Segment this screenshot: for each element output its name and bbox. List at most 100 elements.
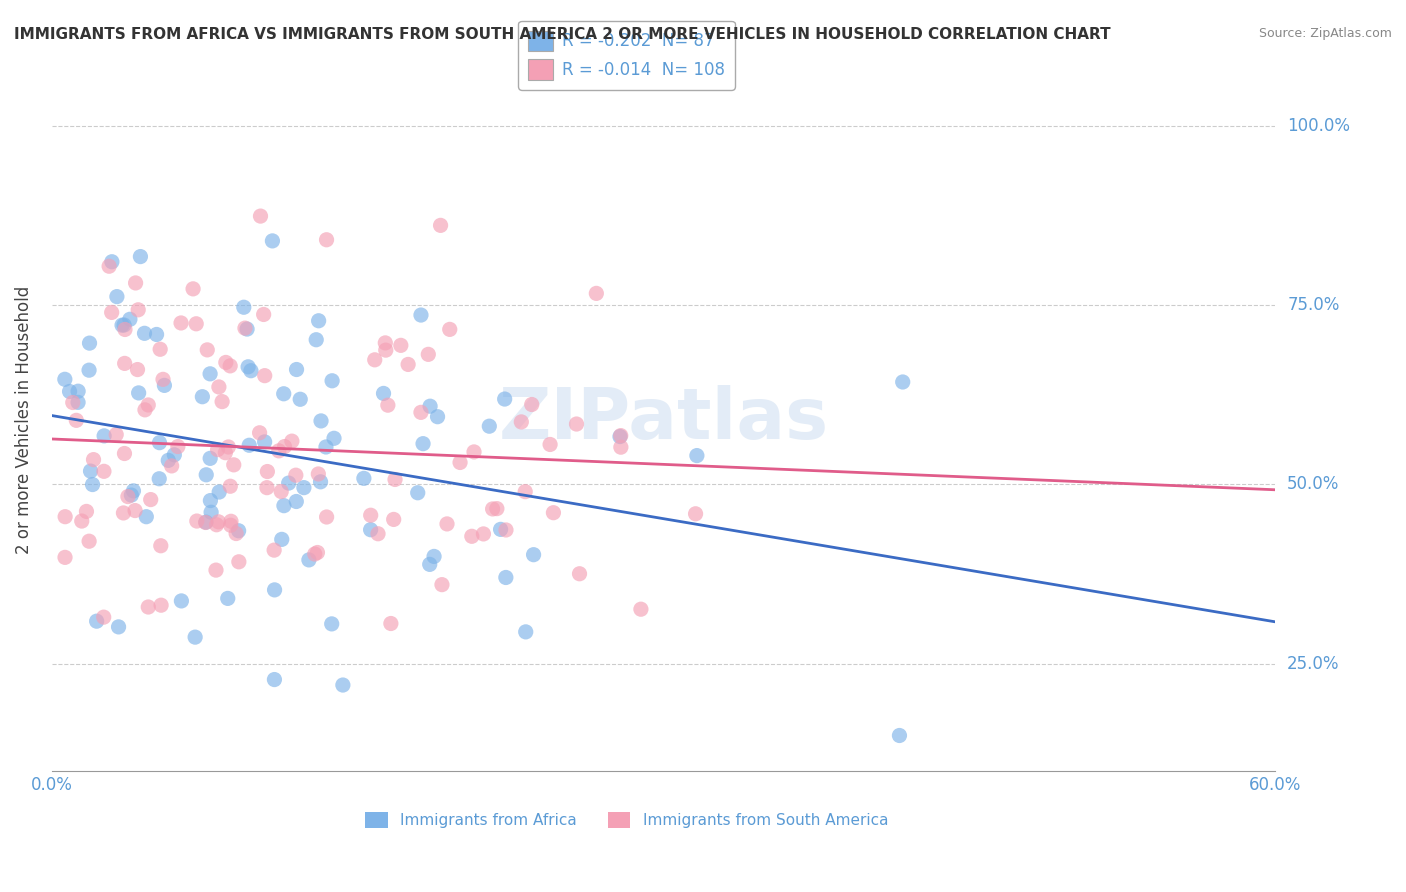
Point	[686, 449, 709, 463]
Point	[198, 367, 221, 381]
Point	[114, 356, 136, 370]
Point	[332, 678, 354, 692]
Point	[86, 614, 108, 628]
Point	[249, 209, 271, 223]
Point	[124, 276, 146, 290]
Point	[114, 446, 136, 460]
Point	[217, 440, 239, 454]
Point	[150, 598, 173, 612]
Point	[228, 555, 250, 569]
Point	[208, 485, 231, 500]
Point	[228, 524, 250, 538]
Point	[232, 300, 254, 314]
Point	[495, 523, 517, 537]
Point	[194, 516, 217, 530]
Point	[510, 415, 533, 429]
Point	[292, 481, 315, 495]
Point	[406, 485, 429, 500]
Point	[309, 414, 332, 428]
Point	[135, 509, 157, 524]
Point	[75, 504, 97, 518]
Point	[145, 327, 167, 342]
Point	[58, 384, 80, 399]
Point	[82, 477, 104, 491]
Point	[181, 282, 204, 296]
Point	[472, 527, 495, 541]
Point	[200, 493, 222, 508]
Point	[290, 392, 312, 407]
Point	[495, 570, 517, 584]
Point	[374, 343, 396, 358]
Point	[122, 483, 145, 498]
Point	[309, 475, 332, 489]
Point	[127, 302, 149, 317]
Point	[77, 534, 100, 549]
Point	[83, 452, 105, 467]
Point	[449, 455, 471, 469]
Point	[384, 472, 406, 486]
Point	[67, 395, 90, 409]
Point	[307, 467, 329, 481]
Point	[538, 437, 561, 451]
Point	[270, 484, 292, 499]
Point	[481, 502, 503, 516]
Point	[98, 259, 121, 273]
Text: 50.0%: 50.0%	[1286, 475, 1340, 493]
Point	[129, 250, 152, 264]
Point	[170, 316, 193, 330]
Point	[389, 338, 412, 352]
Point	[609, 428, 631, 442]
Point	[233, 321, 256, 335]
Point	[377, 398, 399, 412]
Point	[262, 234, 284, 248]
Text: 100.0%: 100.0%	[1286, 117, 1350, 135]
Point	[463, 445, 485, 459]
Point	[128, 385, 150, 400]
Point	[217, 591, 239, 606]
Point	[253, 434, 276, 449]
Point	[360, 508, 382, 523]
Point	[515, 484, 537, 499]
Point	[117, 490, 139, 504]
Point	[315, 510, 337, 524]
Text: ZIPatlas: ZIPatlas	[498, 385, 828, 454]
Point	[374, 335, 396, 350]
Point	[219, 514, 242, 528]
Point	[478, 419, 501, 434]
Point	[630, 602, 652, 616]
Point	[139, 492, 162, 507]
Point	[134, 326, 156, 341]
Point	[429, 219, 451, 233]
Point	[439, 322, 461, 336]
Point	[889, 729, 911, 743]
Point	[148, 435, 170, 450]
Point	[267, 443, 290, 458]
Point	[263, 673, 285, 687]
Text: Source: ZipAtlas.com: Source: ZipAtlas.com	[1258, 27, 1392, 40]
Point	[163, 448, 186, 462]
Y-axis label: 2 or more Vehicles in Household: 2 or more Vehicles in Household	[15, 285, 32, 554]
Point	[565, 417, 588, 431]
Point	[170, 594, 193, 608]
Point	[515, 624, 537, 639]
Point	[77, 363, 100, 377]
Point	[112, 506, 135, 520]
Point	[423, 549, 446, 564]
Point	[53, 509, 76, 524]
Point	[127, 362, 149, 376]
Text: IMMIGRANTS FROM AFRICA VS IMMIGRANTS FROM SOUTH AMERICA 2 OR MORE VEHICLES IN HO: IMMIGRANTS FROM AFRICA VS IMMIGRANTS FRO…	[14, 27, 1111, 42]
Point	[409, 405, 432, 419]
Point	[118, 312, 141, 326]
Point	[184, 630, 207, 644]
Point	[520, 397, 543, 411]
Point	[186, 317, 208, 331]
Point	[114, 322, 136, 336]
Point	[364, 352, 387, 367]
Point	[609, 429, 631, 443]
Point	[225, 526, 247, 541]
Point	[67, 384, 90, 399]
Point	[304, 547, 326, 561]
Point	[256, 481, 278, 495]
Point	[396, 358, 419, 372]
Point	[100, 305, 122, 319]
